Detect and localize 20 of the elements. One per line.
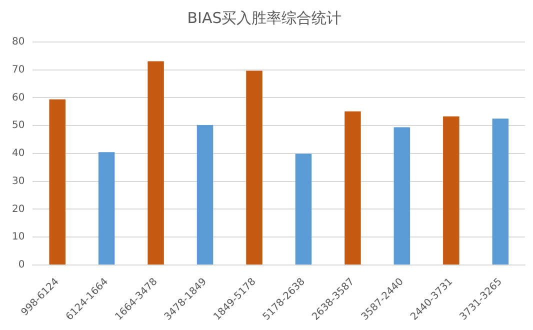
y-tick-label: 80 bbox=[12, 36, 25, 48]
bar bbox=[246, 70, 262, 264]
y-tick-label: 70 bbox=[12, 64, 25, 76]
bar bbox=[443, 116, 460, 264]
bar bbox=[98, 152, 115, 264]
y-tick-label: 0 bbox=[18, 260, 25, 271]
y-tick-label: 60 bbox=[12, 92, 25, 104]
y-tick-label: 40 bbox=[12, 148, 25, 160]
bar bbox=[344, 111, 361, 264]
y-tick-label: 50 bbox=[12, 120, 25, 132]
bar bbox=[196, 125, 214, 264]
y-tick-label: 30 bbox=[12, 176, 25, 187]
chart-title: BIAS买入胜率综合统计 bbox=[187, 8, 342, 27]
y-tick-label: 10 bbox=[12, 232, 25, 243]
bar bbox=[492, 118, 509, 264]
y-tick-label: 20 bbox=[12, 204, 25, 215]
bar bbox=[394, 127, 410, 264]
bar bbox=[148, 61, 164, 264]
bar bbox=[295, 154, 312, 264]
bar bbox=[49, 99, 66, 264]
